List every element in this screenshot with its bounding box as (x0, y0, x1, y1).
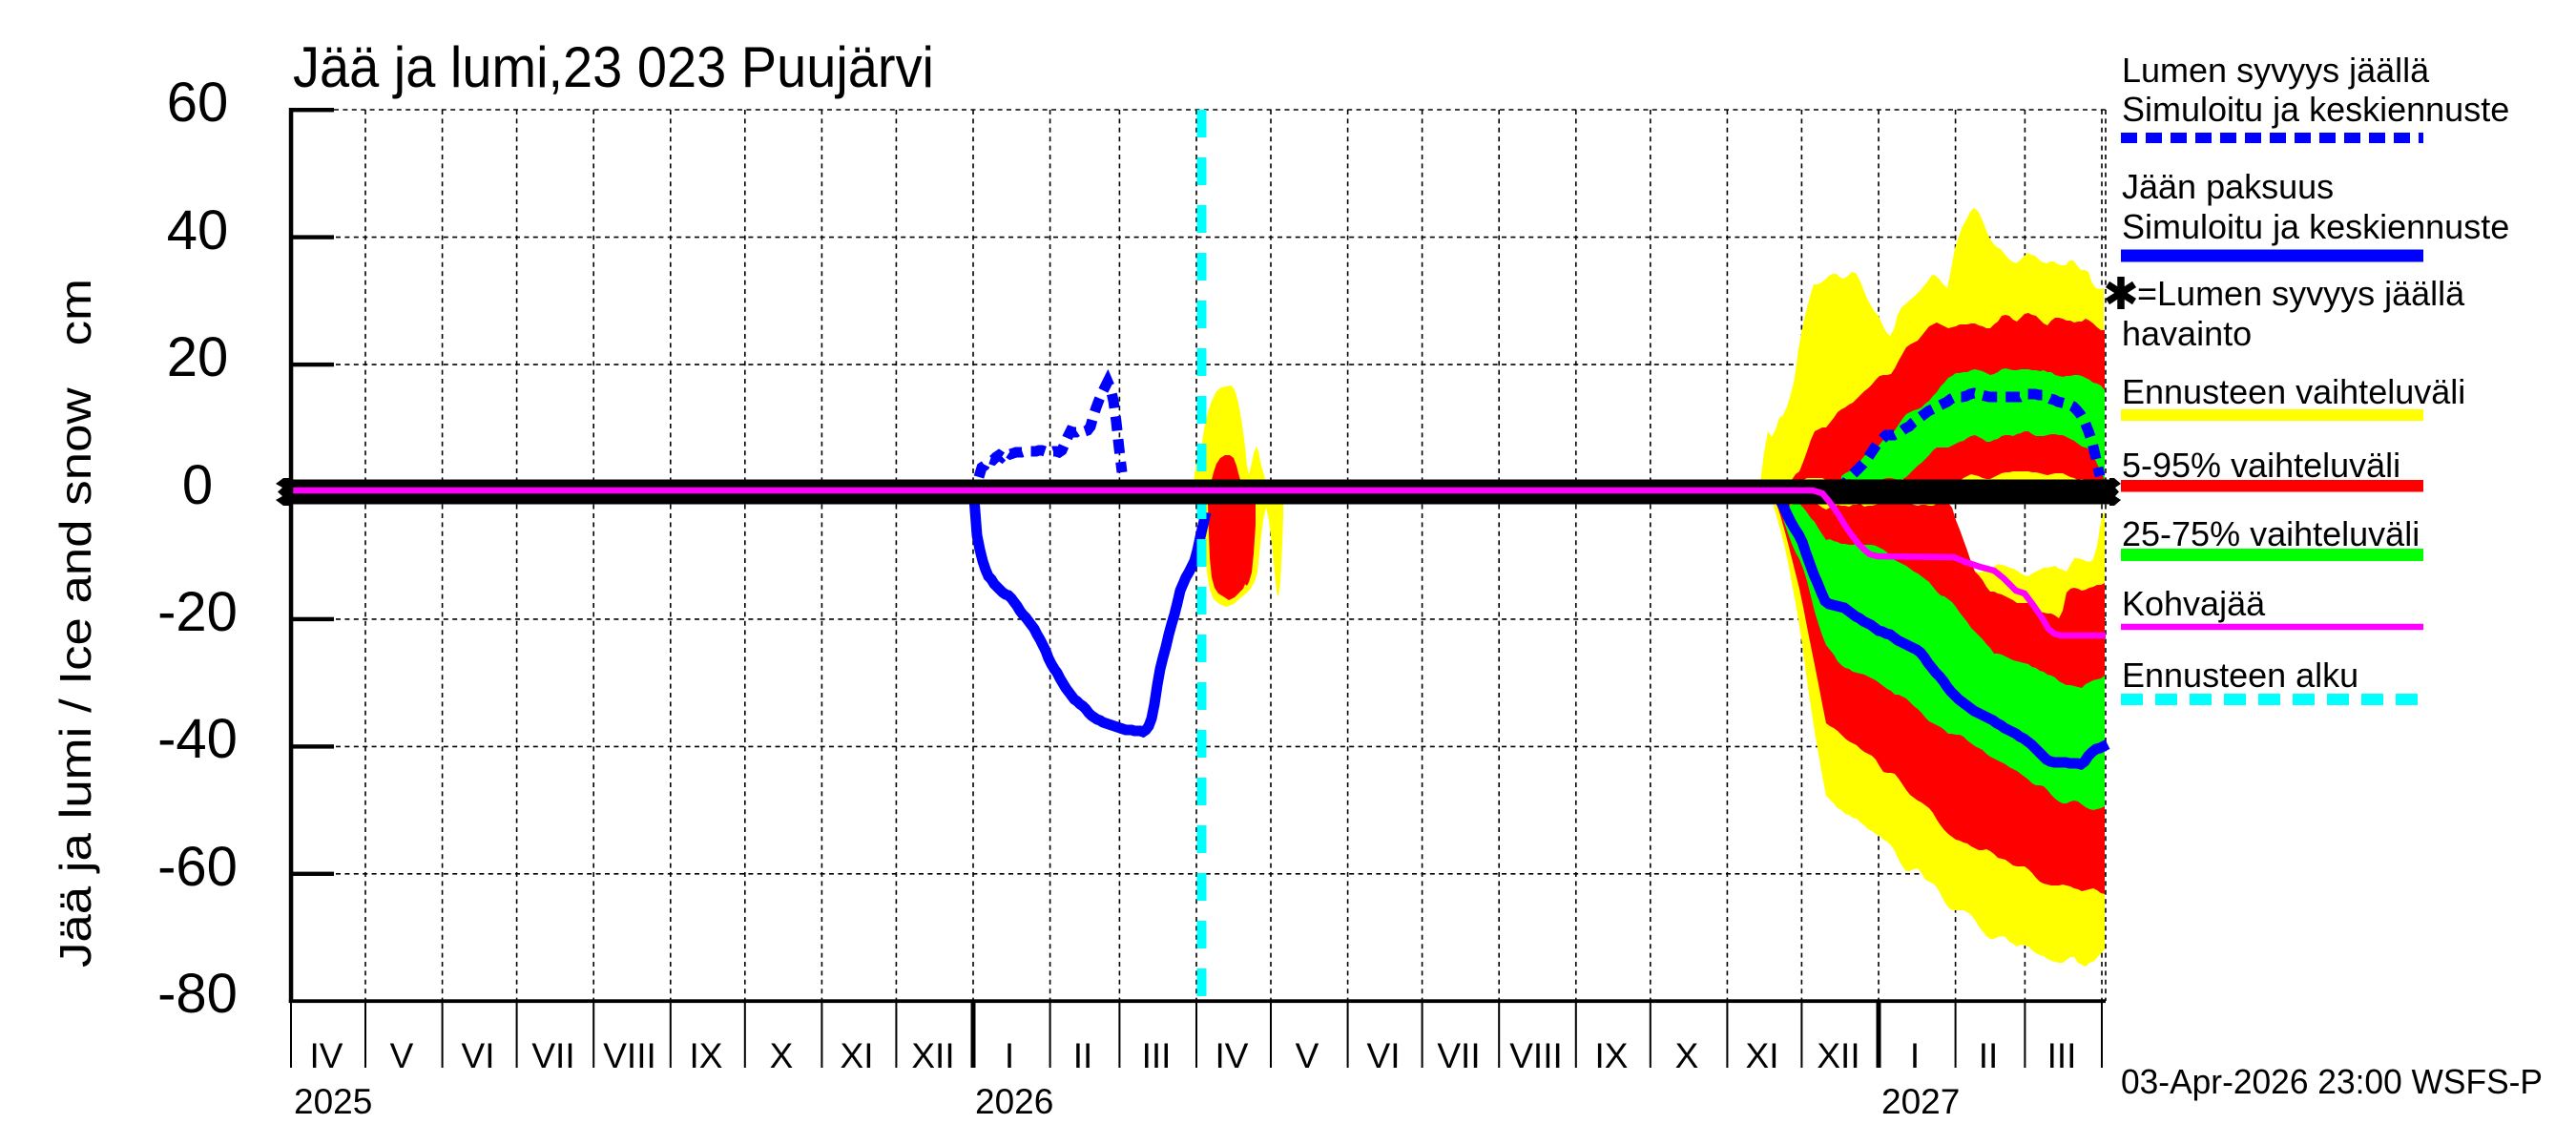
svg-text:5-95% vaihteluväli: 5-95% vaihteluväli (2122, 446, 2400, 485)
svg-text:2025: 2025 (294, 1082, 372, 1121)
svg-text:III: III (1142, 1036, 1172, 1075)
svg-text:2026: 2026 (975, 1082, 1053, 1121)
svg-text:Ennusteen vaihteluväli: Ennusteen vaihteluväli (2122, 372, 2465, 411)
svg-text:20: 20 (167, 326, 229, 388)
svg-text:XI: XI (841, 1036, 874, 1075)
svg-text:VIII: VIII (1509, 1036, 1563, 1075)
svg-text:03-Apr-2026 23:00 WSFS-P: 03-Apr-2026 23:00 WSFS-P (2121, 1062, 2543, 1101)
svg-text:25-75% vaihteluväli: 25-75% vaihteluväli (2122, 514, 2420, 553)
svg-text:60: 60 (167, 72, 229, 134)
svg-text:X: X (770, 1036, 794, 1075)
svg-text:XII: XII (911, 1036, 954, 1075)
svg-text:V: V (1296, 1036, 1319, 1075)
svg-text:I: I (1910, 1036, 1920, 1075)
svg-text:I: I (1005, 1036, 1014, 1075)
svg-text:VI: VI (1367, 1036, 1401, 1075)
svg-text:VIII: VIII (603, 1036, 656, 1075)
svg-text:VII: VII (1437, 1036, 1480, 1075)
svg-text:0: 0 (182, 454, 213, 516)
svg-text:IX: IX (690, 1036, 723, 1075)
svg-text:Jää ja lumi,23 023 Puujärvi: Jää ja lumi,23 023 Puujärvi (293, 35, 934, 99)
svg-text:Ennusteen alku: Ennusteen alku (2122, 656, 2358, 695)
svg-text:Simuloitu ja keskiennuste: Simuloitu ja keskiennuste (2122, 207, 2509, 246)
svg-text:VI: VI (462, 1036, 495, 1075)
svg-text:II: II (1073, 1036, 1093, 1075)
svg-text:V: V (390, 1036, 414, 1075)
svg-text:Jään paksuus: Jään paksuus (2122, 167, 2334, 206)
svg-text:IV: IV (1215, 1036, 1249, 1075)
svg-text:havainto: havainto (2122, 314, 2252, 353)
svg-text:=Lumen syvyys jäällä: =Lumen syvyys jäällä (2137, 274, 2465, 313)
svg-text:40: 40 (167, 199, 229, 261)
svg-text:III: III (2047, 1036, 2077, 1075)
svg-text:IV: IV (310, 1036, 343, 1075)
svg-text:Simuloitu ja keskiennuste: Simuloitu ja keskiennuste (2122, 90, 2509, 129)
svg-text:-60: -60 (157, 836, 238, 898)
svg-text:Lumen syvyys jäällä: Lumen syvyys jäällä (2122, 51, 2430, 90)
svg-text:Jää ja lumi / Ice and snow c: Jää ja lumi / Ice and snow cm (51, 279, 100, 968)
svg-text:VII: VII (531, 1036, 574, 1075)
svg-text:II: II (1979, 1036, 1999, 1075)
svg-text:-20: -20 (157, 581, 238, 643)
svg-text:X: X (1675, 1036, 1699, 1075)
svg-text:-40: -40 (157, 708, 238, 770)
svg-text:-80: -80 (157, 963, 238, 1025)
svg-text:IX: IX (1595, 1036, 1629, 1075)
svg-text:XI: XI (1746, 1036, 1779, 1075)
svg-text:XII: XII (1817, 1036, 1859, 1075)
svg-text:Kohvajää: Kohvajää (2122, 584, 2266, 623)
svg-text:2027: 2027 (1881, 1082, 1960, 1121)
